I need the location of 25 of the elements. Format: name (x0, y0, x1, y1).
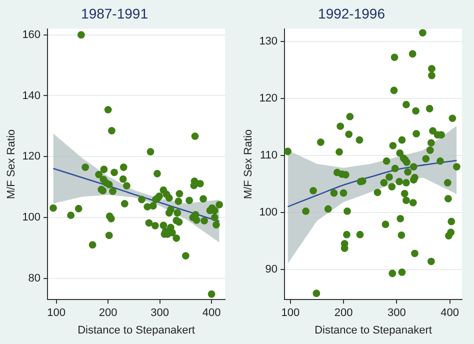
y-tick-label: 140 (22, 90, 41, 102)
y-tick-label: 120 (22, 150, 41, 163)
y-tick-label: 120 (259, 92, 278, 104)
x-tick-label: 300 (150, 307, 169, 320)
y-tick-label: 90 (265, 263, 278, 276)
y-tick-label: 110 (260, 149, 278, 162)
line-series (287, 160, 458, 208)
x-tick-label: 400 (440, 307, 459, 320)
x-tick-label: 200 (98, 307, 118, 320)
y-tick-label: 80 (28, 272, 41, 284)
x-tick-label: 400 (202, 307, 221, 320)
y-tick-label: 160 (22, 28, 41, 41)
chart-title: 1992-1996 (318, 5, 386, 22)
y-tick-label: 100 (259, 206, 278, 218)
x-axis-title: Distance to Stepanakert (78, 324, 195, 336)
y-axis-title: M/F Sex Ratio (6, 129, 18, 200)
y-tick-label: 100 (22, 211, 41, 224)
chart-title: 1987-1991 (81, 5, 148, 22)
x-axis-title: Distance to Stepanakert (314, 324, 432, 336)
x-tick-label: 300 (387, 307, 406, 320)
x-tick-label: 100 (281, 307, 300, 320)
y-axis-title: M/F Sex Ratio (242, 129, 255, 200)
x-tick-label: 100 (47, 307, 66, 320)
x-tick-label: 200 (334, 307, 353, 320)
y-tick-label: 130 (259, 35, 278, 48)
